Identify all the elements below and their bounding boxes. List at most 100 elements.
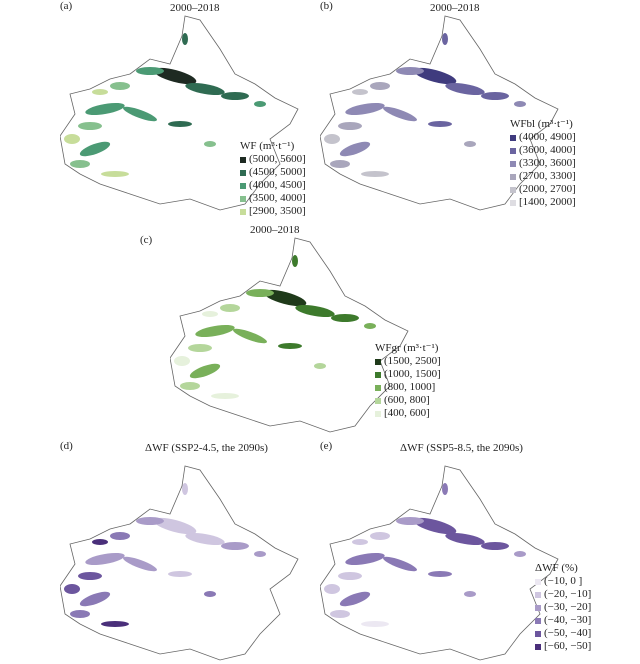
cropland-patch <box>101 621 129 627</box>
cropland-patch <box>339 591 371 607</box>
map <box>320 465 559 661</box>
legend: WF (m³·t⁻¹) (5000, 5600] (4500, 5000] (4000… <box>240 140 306 218</box>
legend-item: (4500, 5000] <box>240 166 306 179</box>
legend-label: (4000, 4500] <box>249 179 306 191</box>
cropland-patch <box>370 532 390 540</box>
cropland-patch <box>352 539 368 545</box>
panel-tag: (b) <box>320 0 333 12</box>
cropland-patch <box>413 517 457 535</box>
map <box>60 465 299 661</box>
cropland-patch <box>278 343 302 349</box>
cropland-patch <box>195 324 235 338</box>
cropland-patch <box>370 82 390 90</box>
legend-item: (800, 1000] <box>375 381 441 394</box>
cropland-patches <box>324 33 526 177</box>
legend-item: (−50, −40] <box>535 627 591 640</box>
legend-swatch <box>510 160 516 167</box>
panel-d: (d) ΔWF (SSP2-4.5, the 2090s) <box>60 440 340 661</box>
legend-swatch <box>375 371 381 378</box>
panel-title: 2000–2018 <box>170 2 220 14</box>
cropland-patch <box>428 571 452 577</box>
cropland-patch <box>345 102 385 116</box>
cropland-patch <box>180 382 200 390</box>
legend-item: [1400, 2000] <box>510 196 576 209</box>
legend-swatch <box>375 410 381 417</box>
legend-item: (2000, 2700] <box>510 183 576 196</box>
legend-swatch <box>375 384 381 391</box>
cropland-patch <box>64 134 80 144</box>
cropland-patch <box>330 160 350 168</box>
cropland-patch <box>110 532 130 540</box>
cropland-patch <box>514 101 526 107</box>
cropland-patches <box>174 255 376 399</box>
cropland-patch <box>338 572 362 580</box>
legend-item: (600, 800] <box>375 394 441 407</box>
legend-item: (3300, 3600] <box>510 157 576 170</box>
map <box>170 237 409 433</box>
cropland-patches <box>324 483 526 627</box>
legend-swatch <box>240 195 246 202</box>
cropland-patch <box>254 551 266 557</box>
panel-title: 2000–2018 <box>250 224 300 236</box>
legend-swatch <box>535 617 541 624</box>
legend-item: (4000, 4900] <box>510 131 576 144</box>
legend-label: (3300, 3600] <box>519 157 576 169</box>
cropland-patch <box>92 89 108 95</box>
cropland-patch <box>445 82 485 96</box>
cropland-patch <box>220 304 240 312</box>
panel-tag: (d) <box>60 440 73 452</box>
cropland-patch <box>79 591 111 607</box>
cropland-patch <box>330 610 350 618</box>
legend-item: (−40, −30] <box>535 614 591 627</box>
legend-label: (−50, −40] <box>544 627 592 639</box>
cropland-patch <box>481 542 509 550</box>
cropland-patch <box>345 552 385 566</box>
cropland-patch <box>204 591 216 597</box>
cropland-patch <box>254 101 266 107</box>
panel-tag: (c) <box>140 234 153 246</box>
cropland-patch <box>211 393 239 399</box>
panel-c: (c) 2000–2018 WFgr (m³·t⁻¹) (1500, 2500](… <box>140 222 450 437</box>
legend-swatch <box>240 156 246 163</box>
legend-label: [−60, −50] <box>544 640 592 652</box>
panel-a: (a) 2000–2018 WF (m³·t⁻¹) (5000, 5600] (45… <box>60 0 340 218</box>
panel-tag: (a) <box>60 0 73 12</box>
legend-label: (−10, 0 ] <box>544 575 583 587</box>
legend-item: (2700, 3300] <box>510 170 576 183</box>
legend-label: (2700, 3300] <box>519 170 576 182</box>
legend: WFgr (m³·t⁻¹) (1500, 2500] (1000, 1500] (80… <box>375 342 441 420</box>
legend-label: (5000, 5600] <box>249 153 306 165</box>
cropland-patch <box>153 517 197 535</box>
cropland-patch <box>246 289 274 297</box>
legend-label: (−30, −20] <box>544 601 592 613</box>
cropland-patches <box>64 33 266 177</box>
cropland-patch <box>514 551 526 557</box>
legend-item: (3500, 4000] <box>240 192 306 205</box>
cropland-patch <box>78 122 102 130</box>
legend-item: (5000, 5600] <box>240 153 306 166</box>
cropland-patch <box>295 304 335 318</box>
cropland-patch <box>174 356 190 366</box>
legend-item: (1500, 2500] <box>375 355 441 368</box>
cropland-patch <box>182 33 188 45</box>
legend-item: [2900, 3500] <box>240 205 306 218</box>
cropland-patch <box>361 621 389 627</box>
legend-label: (600, 800] <box>384 394 430 406</box>
cropland-patch <box>101 171 129 177</box>
legend-swatch <box>535 604 541 611</box>
cropland-patch <box>78 572 102 580</box>
cropland-patch <box>189 363 221 379</box>
legend-swatch <box>535 591 541 598</box>
panel-title: ΔWF (SSP2-4.5, the 2090s) <box>145 442 268 454</box>
legend-item: (−20, −10] <box>535 588 591 601</box>
cropland-patch <box>153 67 197 85</box>
legend-label: (−40, −30] <box>544 614 592 626</box>
legend-label: [1400, 2000] <box>519 196 576 208</box>
legend-swatch <box>375 397 381 404</box>
cropland-patch <box>464 591 476 597</box>
legend-label: (3600, 4000] <box>519 144 576 156</box>
cropland-patch <box>361 171 389 177</box>
legend-swatch <box>510 173 516 180</box>
cropland-patch <box>292 255 298 267</box>
cropland-patches <box>64 483 266 627</box>
